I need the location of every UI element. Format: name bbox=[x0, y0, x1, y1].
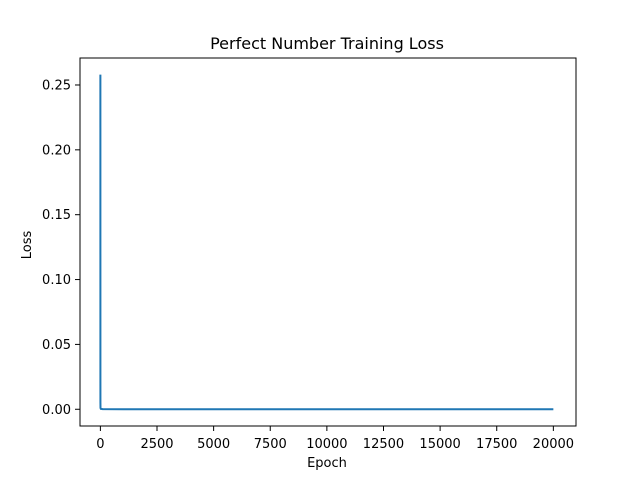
y-axis-ticks: 0.00 0.05 0.10 0.15 0.20 0.25 bbox=[42, 78, 80, 418]
x-tick-label: 0 bbox=[96, 437, 104, 452]
axes-frame bbox=[79, 57, 577, 427]
x-tick-label: 15000 bbox=[419, 437, 460, 452]
y-tick-label: 0.25 bbox=[42, 78, 71, 93]
x-tick-label: 7500 bbox=[254, 437, 287, 452]
loss-series-line bbox=[99, 74, 554, 411]
x-axis-label: Epoch bbox=[307, 456, 347, 471]
y-tick-label: 0.05 bbox=[42, 338, 71, 353]
x-tick-label: 12500 bbox=[363, 437, 404, 452]
x-tick-label: 2500 bbox=[140, 437, 173, 452]
chart-title: Perfect Number Training Loss bbox=[210, 34, 444, 53]
x-tick-label: 20000 bbox=[533, 437, 574, 452]
x-tick-label: 17500 bbox=[476, 437, 517, 452]
y-axis-label: Loss bbox=[20, 231, 35, 260]
x-axis-ticks: 0 2500 5000 7500 10000 12500 15000 17500 20000 bbox=[96, 426, 574, 452]
plot-area bbox=[99, 74, 554, 411]
y-tick-label: 0.15 bbox=[42, 208, 71, 223]
y-tick-label: 0.10 bbox=[42, 273, 71, 288]
x-tick-label: 5000 bbox=[197, 437, 230, 452]
x-tick-label: 10000 bbox=[306, 437, 347, 452]
y-tick-label: 0.20 bbox=[42, 143, 71, 158]
y-tick-label: 0.00 bbox=[42, 403, 71, 418]
